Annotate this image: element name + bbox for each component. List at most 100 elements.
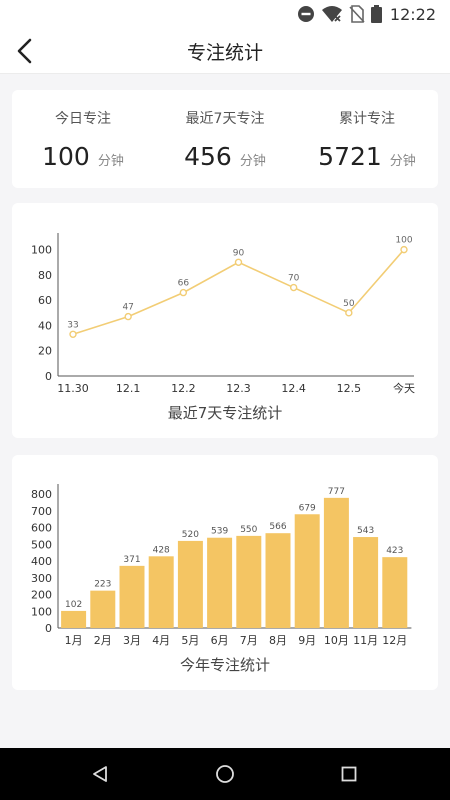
- y-tick-label: 0: [45, 622, 52, 635]
- do-not-disturb-icon: [297, 6, 314, 22]
- data-point: [69, 330, 77, 339]
- x-tick-label: 6月: [211, 634, 229, 647]
- bar: [323, 497, 349, 628]
- data-point: [345, 309, 353, 317]
- back-arrow-icon: [17, 38, 32, 64]
- stat-unit: 分钟: [239, 154, 266, 169]
- x-tick-label: 11月: [353, 634, 378, 647]
- data-point: [400, 245, 408, 254]
- data-label: 50: [343, 299, 355, 309]
- stat-value: 456: [184, 142, 232, 171]
- stat-value-row: 456 分钟: [154, 142, 296, 171]
- x-tick-label: 1月: [65, 634, 83, 647]
- weekly-line-chart: 0 20 40 60 80 100 11.30 12.1 12.2 12.3 12.4 12.5 今天 3…: [31, 233, 415, 395]
- summary-card: 今日专注 100 分钟 最近7天专注 456 分钟 累计专注 5721 分钟: [12, 90, 438, 188]
- bar-value-label: 679: [299, 503, 316, 513]
- bar: [61, 610, 87, 628]
- page-title: 专注统计: [186, 42, 263, 64]
- bar-value-label: 428: [153, 545, 170, 555]
- stat-value: 100: [42, 142, 90, 171]
- bar-value-label: 223: [94, 580, 111, 590]
- bar-value-label: 550: [240, 525, 257, 535]
- bar-value-label: 423: [386, 546, 403, 556]
- x-tick-label: 今天: [393, 381, 415, 395]
- x-tick-label: 2月: [94, 634, 112, 647]
- stat-value-row: 100 分钟: [12, 142, 154, 171]
- back-button[interactable]: [10, 36, 40, 66]
- stat-label: 今日专注: [55, 111, 111, 127]
- x-tick-label: 12月: [382, 634, 407, 647]
- y-tick-label: 100: [31, 605, 52, 618]
- bar-value-label: 777: [328, 487, 345, 497]
- x-tick-label: 12.3: [226, 382, 251, 395]
- back-triangle-icon: [93, 766, 107, 782]
- y-tick-label: 100: [31, 244, 52, 257]
- status-bar: 12:22: [0, 0, 450, 28]
- data-label: 100: [395, 236, 412, 246]
- stat-unit: 分钟: [389, 154, 416, 169]
- weekly-chart-card: 0 20 40 60 80 100 11.30 12.1 12.2 12.3 12.4 12.5 今天 3…: [12, 203, 438, 438]
- y-tick-label: 20: [38, 345, 52, 358]
- stat-unit: 分钟: [97, 154, 124, 169]
- x-tick-label: 8月: [269, 634, 287, 647]
- no-sim-icon: [349, 5, 365, 23]
- bar: [265, 533, 291, 628]
- bar-value-label: 102: [65, 600, 82, 610]
- y-tick-label: 300: [31, 572, 52, 585]
- x-tick-label: 4月: [152, 634, 170, 647]
- y-tick-label: 200: [31, 589, 52, 602]
- y-tick-label: 600: [31, 522, 52, 535]
- y-tick-label: 400: [31, 555, 52, 568]
- data-label: 90: [233, 248, 245, 258]
- stat-label: 累计专注: [339, 111, 395, 127]
- y-tick-label: 800: [31, 488, 52, 501]
- x-tick-label: 7月: [240, 634, 258, 647]
- data-point: [124, 312, 132, 321]
- system-recents-button[interactable]: [337, 762, 361, 786]
- stat-label: 最近7天专注: [185, 111, 265, 127]
- wifi-icon: [321, 6, 342, 22]
- data-label: 47: [122, 303, 133, 313]
- battery-icon: [370, 5, 382, 23]
- stat-value-row: 5721 分钟: [296, 142, 438, 171]
- bar-value-label: 371: [123, 555, 140, 565]
- home-circle-icon: [216, 765, 234, 783]
- y-tick-label: 80: [38, 269, 52, 282]
- bar: [353, 537, 379, 628]
- weekly-chart-title: 最近7天专注统计: [167, 404, 283, 422]
- bar-value-label: 543: [357, 526, 374, 536]
- y-tick-label: 500: [31, 538, 52, 551]
- data-point: [179, 288, 188, 297]
- data-point: [289, 283, 298, 292]
- x-tick-label: 12.4: [281, 382, 306, 395]
- data-point: [234, 258, 243, 266]
- data-label: 66: [178, 279, 190, 289]
- bar: [294, 514, 320, 628]
- bar: [236, 535, 262, 628]
- y-tick-label: 60: [38, 294, 52, 307]
- bar: [207, 537, 233, 628]
- data-label: 70: [288, 274, 300, 284]
- stat-value: 5721: [318, 142, 382, 171]
- bar: [148, 556, 174, 628]
- status-time: 12:22: [389, 4, 436, 24]
- data-label: 33: [67, 320, 78, 330]
- x-tick-label: 5月: [181, 634, 199, 647]
- y-tick-label: 0: [45, 370, 52, 383]
- system-home-button[interactable]: [213, 762, 237, 786]
- bar-value-label: 566: [269, 522, 286, 532]
- bar: [382, 557, 408, 628]
- yearly-chart-card: 0 100 200 300 400 500 600 700 800 102 1月 223 2月 371 3月…: [12, 455, 438, 690]
- x-tick-label: 11.30: [57, 382, 89, 395]
- recents-square-icon: [341, 766, 357, 782]
- system-back-button[interactable]: [88, 762, 112, 786]
- bar: [119, 565, 145, 628]
- yearly-chart-title: 今年专注统计: [179, 656, 270, 674]
- x-tick-label: 12.2: [171, 382, 196, 395]
- x-tick-label: 12.1: [116, 382, 141, 395]
- header-bar: 专注统计: [0, 28, 450, 74]
- status-icons: 12:22: [297, 4, 436, 24]
- x-tick-label: 12.5: [337, 382, 362, 395]
- system-navigation-bar: [0, 748, 450, 800]
- bar-value-label: 539: [211, 527, 228, 537]
